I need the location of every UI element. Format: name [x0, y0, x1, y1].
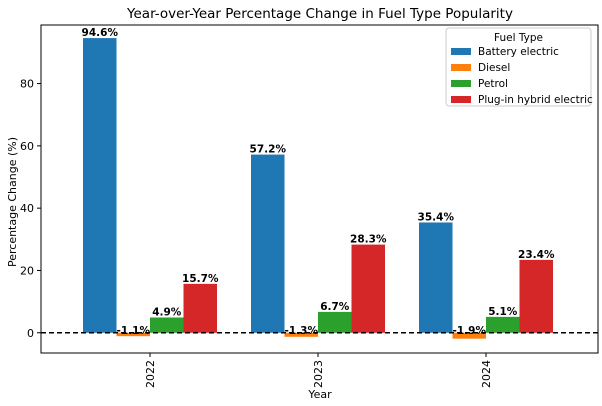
- legend-swatch: [451, 48, 471, 55]
- y-tick-label: 40: [20, 202, 34, 215]
- y-tick-label: 80: [20, 78, 34, 91]
- y-tick-label: 20: [20, 264, 34, 277]
- bar-value-label: 5.1%: [488, 306, 518, 318]
- bar-value-label: 35.4%: [418, 211, 455, 223]
- x-tick-label: 2023: [312, 360, 325, 388]
- bar-value-label: -1.9%: [453, 325, 487, 337]
- bar-value-label: 15.7%: [182, 273, 219, 285]
- bar-petrol-2024: [486, 316, 520, 333]
- bar-value-label: 28.3%: [350, 234, 387, 246]
- bar-battery-electric-2022: [83, 38, 117, 333]
- y-tick-label: 60: [20, 140, 34, 153]
- bar-value-label: 6.7%: [320, 301, 350, 313]
- x-tick-label: 2022: [144, 360, 157, 388]
- bar-value-label: 4.9%: [152, 306, 182, 318]
- bar-diesel-2024: [452, 332, 486, 339]
- y-axis-label: Percentage Change (%): [6, 137, 19, 267]
- bar-value-label: -1.1%: [117, 325, 151, 337]
- plot-frame: [40, 24, 599, 354]
- y-tick-label: 0: [27, 327, 34, 340]
- bar-diesel-2022: [116, 332, 150, 337]
- legend-entry-label: Plug-in hybrid electric: [478, 94, 593, 106]
- bar-diesel-2023: [284, 332, 318, 337]
- bar-value-label: 94.6%: [82, 27, 119, 39]
- bar-battery-electric-2024: [419, 222, 453, 333]
- legend-swatch: [451, 64, 471, 71]
- x-tick-label: 2024: [480, 360, 493, 388]
- chart-title: Year-over-Year Percentage Change in Fuel…: [126, 6, 513, 22]
- legend-swatch: [451, 80, 471, 87]
- bar-petrol-2022: [150, 317, 184, 333]
- bar-plug-in-hybrid-electric-2022: [183, 283, 217, 333]
- legend-entry-label: Petrol: [478, 78, 508, 90]
- plot-area: 0 20 40 60 80 94.6% 57.2% 35.4% -1.1% -1.3% -1.9% 4…: [20, 24, 599, 388]
- legend-title: Fuel Type: [494, 32, 543, 44]
- bar-battery-electric-2023: [251, 154, 285, 333]
- bar-value-label: -1.3%: [285, 325, 319, 337]
- bar-plug-in-hybrid-electric-2023: [351, 244, 385, 333]
- bar-plug-in-hybrid-electric-2024: [519, 259, 553, 333]
- bar-petrol-2023: [318, 311, 352, 333]
- legend-swatch: [451, 96, 471, 103]
- legend-entry-label: Diesel: [478, 62, 510, 74]
- legend-entry-label: Battery electric: [478, 46, 559, 58]
- bar-value-label: 23.4%: [518, 249, 555, 261]
- legend: Fuel Type Battery electric Diesel Petrol Plu…: [445, 27, 593, 107]
- bar-value-label: 57.2%: [250, 144, 287, 156]
- legend-box: [445, 27, 592, 107]
- x-axis-label: Year: [307, 388, 332, 401]
